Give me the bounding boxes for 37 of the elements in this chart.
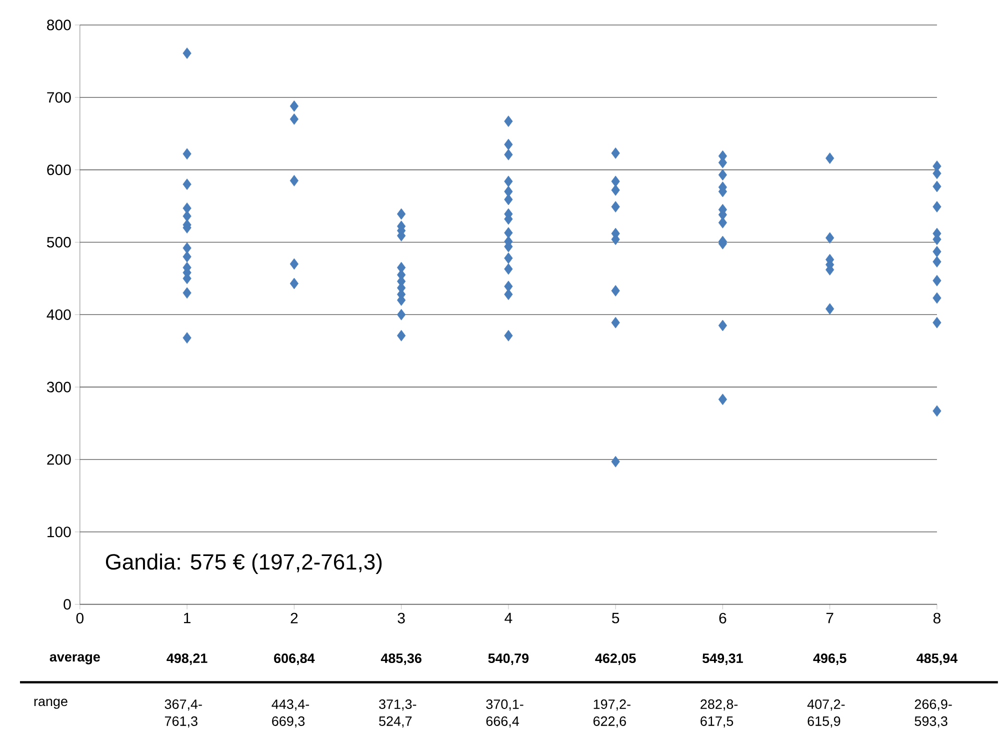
y-tick-label: 500 bbox=[47, 236, 71, 248]
text: 549,31 bbox=[702, 653, 743, 665]
y-tick-label: 400 bbox=[46, 309, 71, 320]
text: range bbox=[34, 698, 68, 709]
y-tick-label: 100 bbox=[48, 526, 71, 538]
text: 266,9-593,3 bbox=[914, 699, 952, 728]
annotation: Gandia: 575 € (197,2-761,3) bbox=[106, 553, 382, 574]
text: 462,05 bbox=[595, 653, 636, 665]
x-tick-label: 2 bbox=[290, 612, 298, 624]
x-tick-label: 6 bbox=[719, 612, 726, 624]
text: 443,4-669,3 bbox=[272, 699, 310, 728]
text: 485,94 bbox=[916, 653, 958, 665]
y-tick-label: 800 bbox=[47, 20, 71, 30]
text: 540,79 bbox=[488, 653, 529, 665]
x-tick-label: 1 bbox=[184, 612, 190, 624]
text: average bbox=[50, 654, 100, 664]
x-tick-label: 8 bbox=[933, 612, 940, 624]
x-tick-label: 0 bbox=[76, 612, 84, 624]
y-tick-label: 200 bbox=[47, 454, 71, 465]
y-tick-label: 300 bbox=[46, 382, 71, 392]
y-tick-label: 600 bbox=[47, 164, 71, 176]
text: 606,84 bbox=[274, 653, 315, 665]
text: 367,4-761,3 bbox=[164, 699, 202, 728]
x-tick-label: 4 bbox=[504, 612, 512, 624]
text: 371,3-524,7 bbox=[379, 699, 416, 728]
text: 496,5 bbox=[813, 653, 846, 665]
text: 370,1-666,4 bbox=[486, 699, 524, 728]
text: 282,8-617,5 bbox=[700, 699, 738, 728]
y-tick-label: 700 bbox=[47, 92, 71, 103]
text: 485,36 bbox=[380, 653, 422, 665]
y-tick-label: 0 bbox=[64, 598, 71, 610]
text: 407,2-615,9 bbox=[807, 699, 845, 728]
text: 197,2-622,6 bbox=[593, 699, 630, 728]
text: 498,21 bbox=[166, 653, 208, 665]
x-tick-label: 3 bbox=[398, 612, 405, 624]
x-tick-label: 5 bbox=[612, 612, 620, 624]
x-tick-label: 7 bbox=[826, 612, 834, 624]
